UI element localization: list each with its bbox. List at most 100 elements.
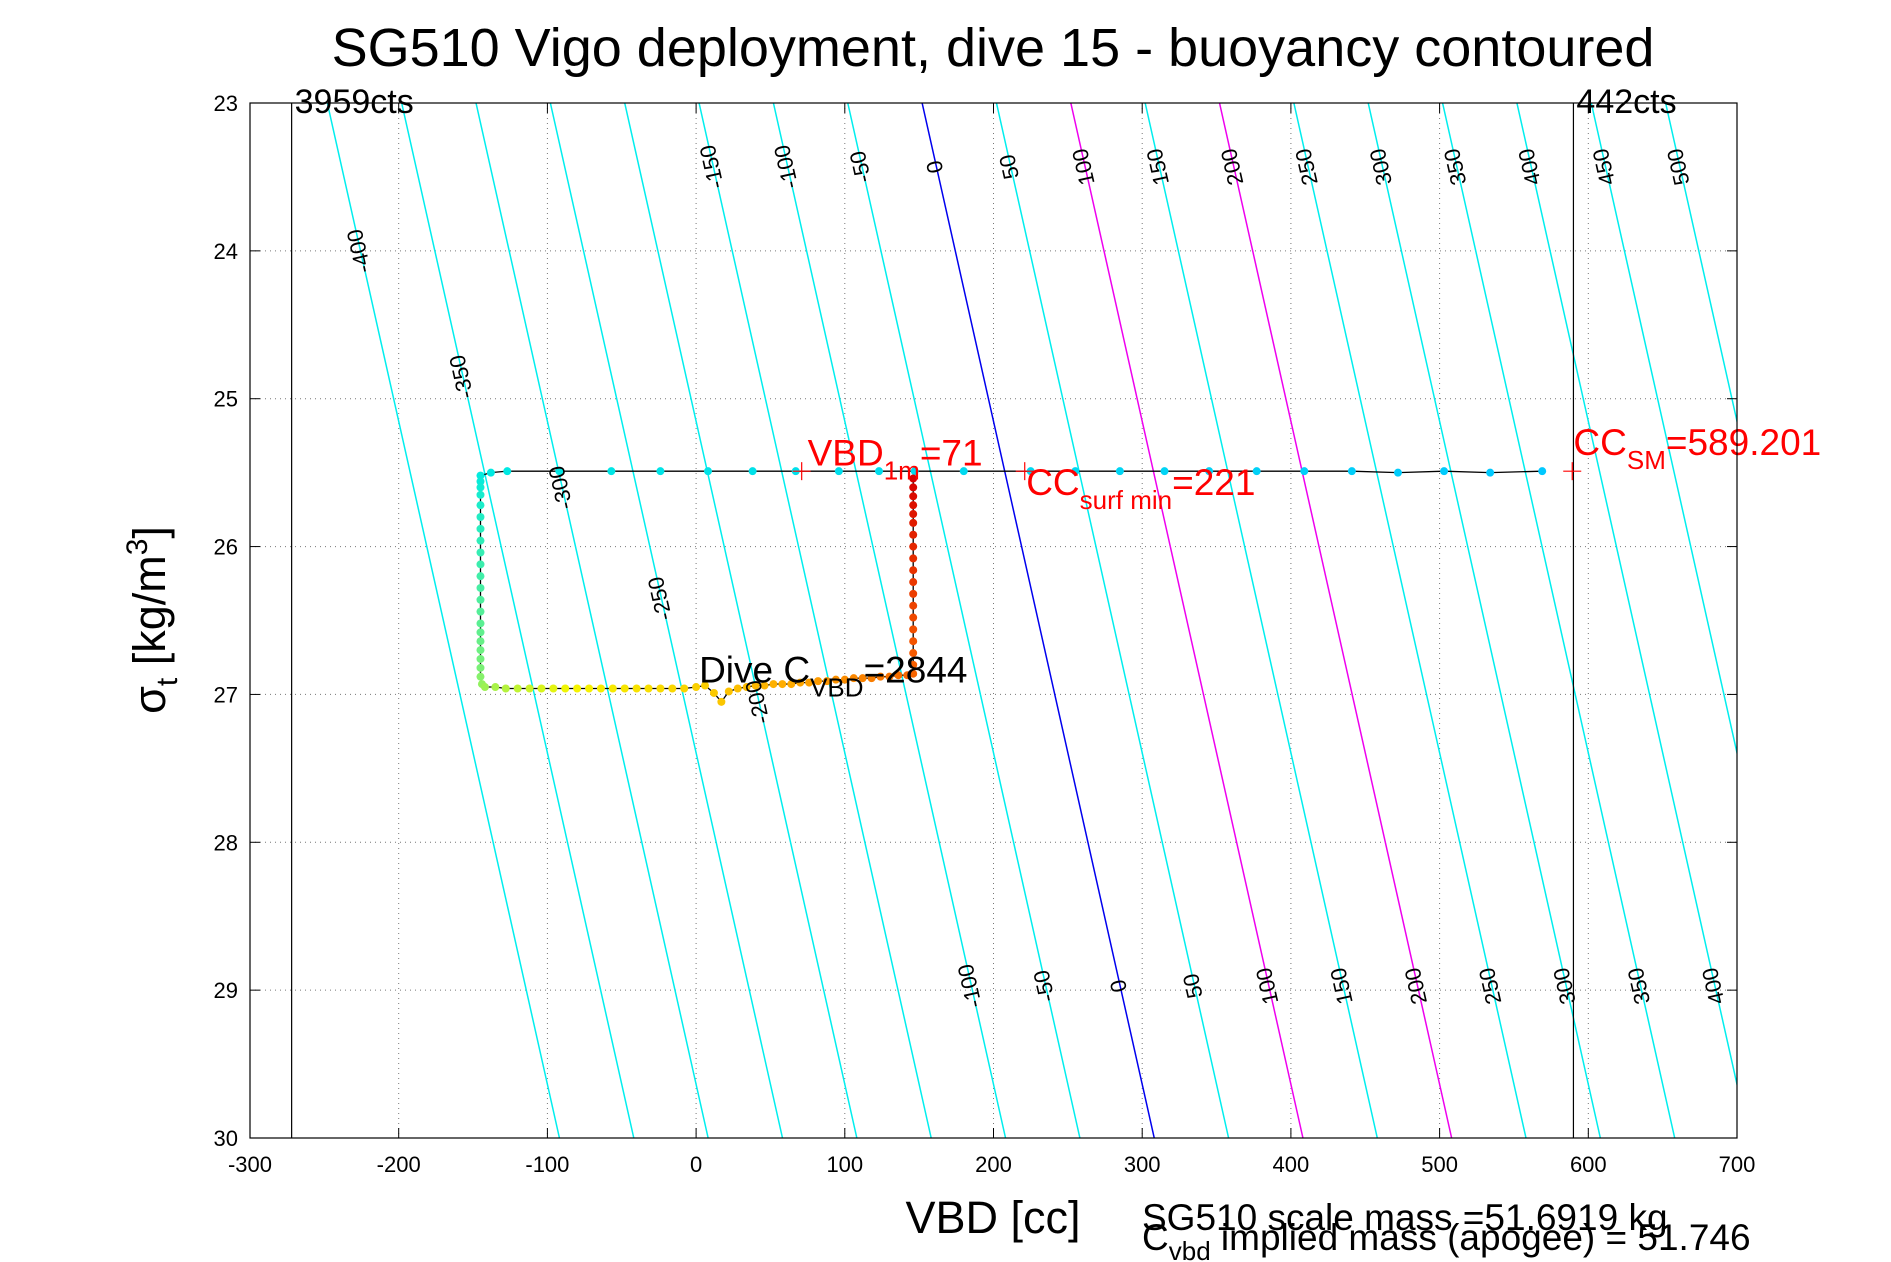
contour-label: 250 <box>1290 146 1322 187</box>
data-point <box>709 688 718 697</box>
data-point <box>769 680 778 689</box>
axes: -300 -200 -100 0 100 200 300 400 500 600 700232425… <box>214 91 1756 1177</box>
data-point <box>909 660 918 669</box>
contour-label: 450 <box>1588 146 1620 187</box>
contour-line <box>1441 103 1676 1138</box>
data-point <box>476 501 485 510</box>
data-point <box>476 483 485 492</box>
contour-line <box>1590 103 1737 757</box>
contour-label: 150 <box>1325 965 1357 1006</box>
x-axis-label: VBD [cc] <box>905 1192 1080 1243</box>
grid <box>249 102 1738 1139</box>
data-point <box>885 672 894 681</box>
data-point <box>909 518 918 527</box>
y-tick-label: 30 <box>214 1126 238 1151</box>
data-point <box>476 595 485 604</box>
contour-label: -100 <box>953 962 987 1010</box>
data-point <box>909 649 918 658</box>
contour-line <box>475 103 709 1138</box>
data-point <box>476 654 485 663</box>
data-point <box>733 684 742 693</box>
contour-label: 200 <box>1216 146 1248 187</box>
data-point <box>596 684 605 693</box>
data-point <box>875 467 884 476</box>
data-point <box>607 467 616 476</box>
data-point <box>486 468 495 477</box>
scale-mass-text: SG510 scale mass =51.6919 kg <box>1142 1197 1668 1238</box>
contour-label: 300 <box>1548 965 1580 1006</box>
annotations: VBD1m=71 CCsurf min=221 CCSM=589.201 Dive C… <box>699 422 1821 703</box>
annotation-dive-cvbd: Dive CVBD=2844 <box>699 650 967 703</box>
data-point <box>1071 467 1080 476</box>
data-point <box>491 683 500 692</box>
annotation-cc-sm: CCSM=589.201 <box>1573 422 1821 475</box>
data-point <box>620 684 629 693</box>
y-tick-label: 29 <box>214 978 238 1003</box>
data-point <box>1347 467 1356 476</box>
data-point <box>476 477 485 486</box>
contour-line <box>623 103 858 1138</box>
contour-label: 500 <box>1662 146 1694 187</box>
data-point <box>585 684 594 693</box>
x-tick-label: 0 <box>690 1152 702 1177</box>
annotation-vbd-1m: VBD1m=71 <box>808 432 983 485</box>
data-point <box>561 684 570 693</box>
data-point <box>909 501 918 510</box>
data-point <box>909 483 918 492</box>
data-point <box>910 467 919 476</box>
data-point <box>834 467 843 476</box>
data-point <box>909 578 918 587</box>
contour-line <box>1367 103 1602 1138</box>
contour-label: 50 <box>1178 971 1208 1000</box>
contour-label: 0 <box>921 158 948 175</box>
data-point <box>476 646 485 655</box>
data-point <box>644 684 653 693</box>
data-point <box>476 572 485 581</box>
data-point <box>909 542 918 551</box>
data-point <box>909 510 918 519</box>
contour-line <box>1218 103 1453 1138</box>
data-point <box>1252 467 1261 476</box>
data-point <box>573 684 582 693</box>
data-point <box>909 589 918 598</box>
contour-label: -250 <box>643 574 677 622</box>
x-tick-label: -200 <box>377 1152 421 1177</box>
contour-label: -150 <box>695 143 729 191</box>
data-point <box>1115 467 1124 476</box>
contour-label: -50 <box>845 149 876 185</box>
x-tick-label: 700 <box>1719 1152 1756 1177</box>
data-point <box>909 492 918 501</box>
data-point <box>1160 467 1169 476</box>
data-point <box>909 474 918 483</box>
data-point <box>476 619 485 628</box>
contour-line <box>1293 103 1527 1138</box>
data-point <box>1205 467 1214 476</box>
data-point <box>549 684 558 693</box>
data-point <box>751 681 760 690</box>
y-tick-label: 28 <box>214 830 238 855</box>
data-point <box>876 672 885 681</box>
contour-label: 50 <box>994 152 1024 181</box>
dive-track <box>476 467 1547 706</box>
contour-line <box>698 103 932 1138</box>
contour-label: 100 <box>1067 146 1099 187</box>
data-point <box>909 601 918 610</box>
implied-mass-text: Cvbd implied mass (apogee) = 51.746 <box>1142 1217 1751 1262</box>
y-tick-label: 25 <box>214 387 238 412</box>
x-tick-label: 300 <box>1124 1152 1161 1177</box>
buoyancy-contours <box>326 103 1737 1138</box>
contour-label: 300 <box>1365 146 1397 187</box>
contour-line <box>1664 103 1737 425</box>
data-point <box>537 684 546 693</box>
x-tick-label: 500 <box>1421 1152 1458 1177</box>
contour-label: -50 <box>1028 968 1059 1004</box>
contour-line <box>1516 103 1737 1088</box>
data-point <box>796 678 805 687</box>
data-point <box>701 681 710 690</box>
contour-label: -400 <box>342 227 376 275</box>
data-point <box>959 467 968 476</box>
data-point <box>724 687 733 696</box>
data-point <box>909 530 918 539</box>
contour-line <box>549 103 784 1138</box>
